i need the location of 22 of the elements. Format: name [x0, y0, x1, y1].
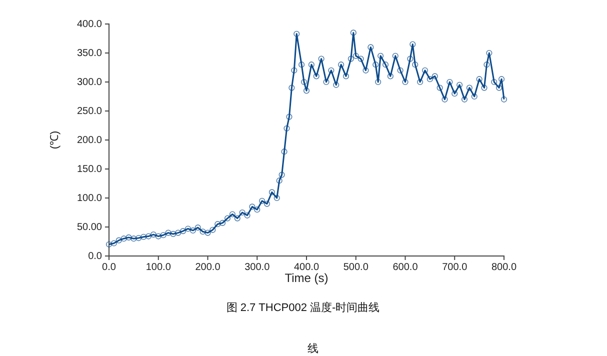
y-tick-label: 350.0: [76, 48, 102, 60]
caption: 图 2.7 THCP002 温度-时间曲线: [226, 301, 380, 314]
y-tick-label: 150.0: [76, 164, 102, 176]
y-tick-label: 200.0: [76, 135, 102, 146]
x-tick-label: 600.0: [392, 262, 418, 274]
x-tick-label: 0.0: [102, 262, 116, 274]
y-tick-label: 50.00: [76, 222, 102, 234]
x-tick-label: 800.0: [491, 262, 517, 274]
x-tick-label: 200.0: [195, 262, 221, 274]
x-tick-label: 700.0: [442, 262, 468, 274]
x-tick-label: 400.0: [294, 262, 320, 274]
y-axis-title: (℃): [49, 130, 61, 150]
y-tick-label: 0.0: [88, 251, 102, 262]
y-tick-label: 400.0: [76, 19, 102, 30]
x-tick-label: 300.0: [244, 262, 270, 274]
y-tick-label: 100.0: [76, 193, 102, 204]
text: 线: [308, 342, 318, 355]
y-tick-label: 300.0: [76, 77, 102, 88]
x-tick-label: 500.0: [343, 262, 369, 274]
x-axis-title: Time (s): [284, 271, 328, 285]
x-tick-label: 100.0: [146, 262, 172, 274]
y-tick-label: 250.0: [76, 106, 102, 118]
